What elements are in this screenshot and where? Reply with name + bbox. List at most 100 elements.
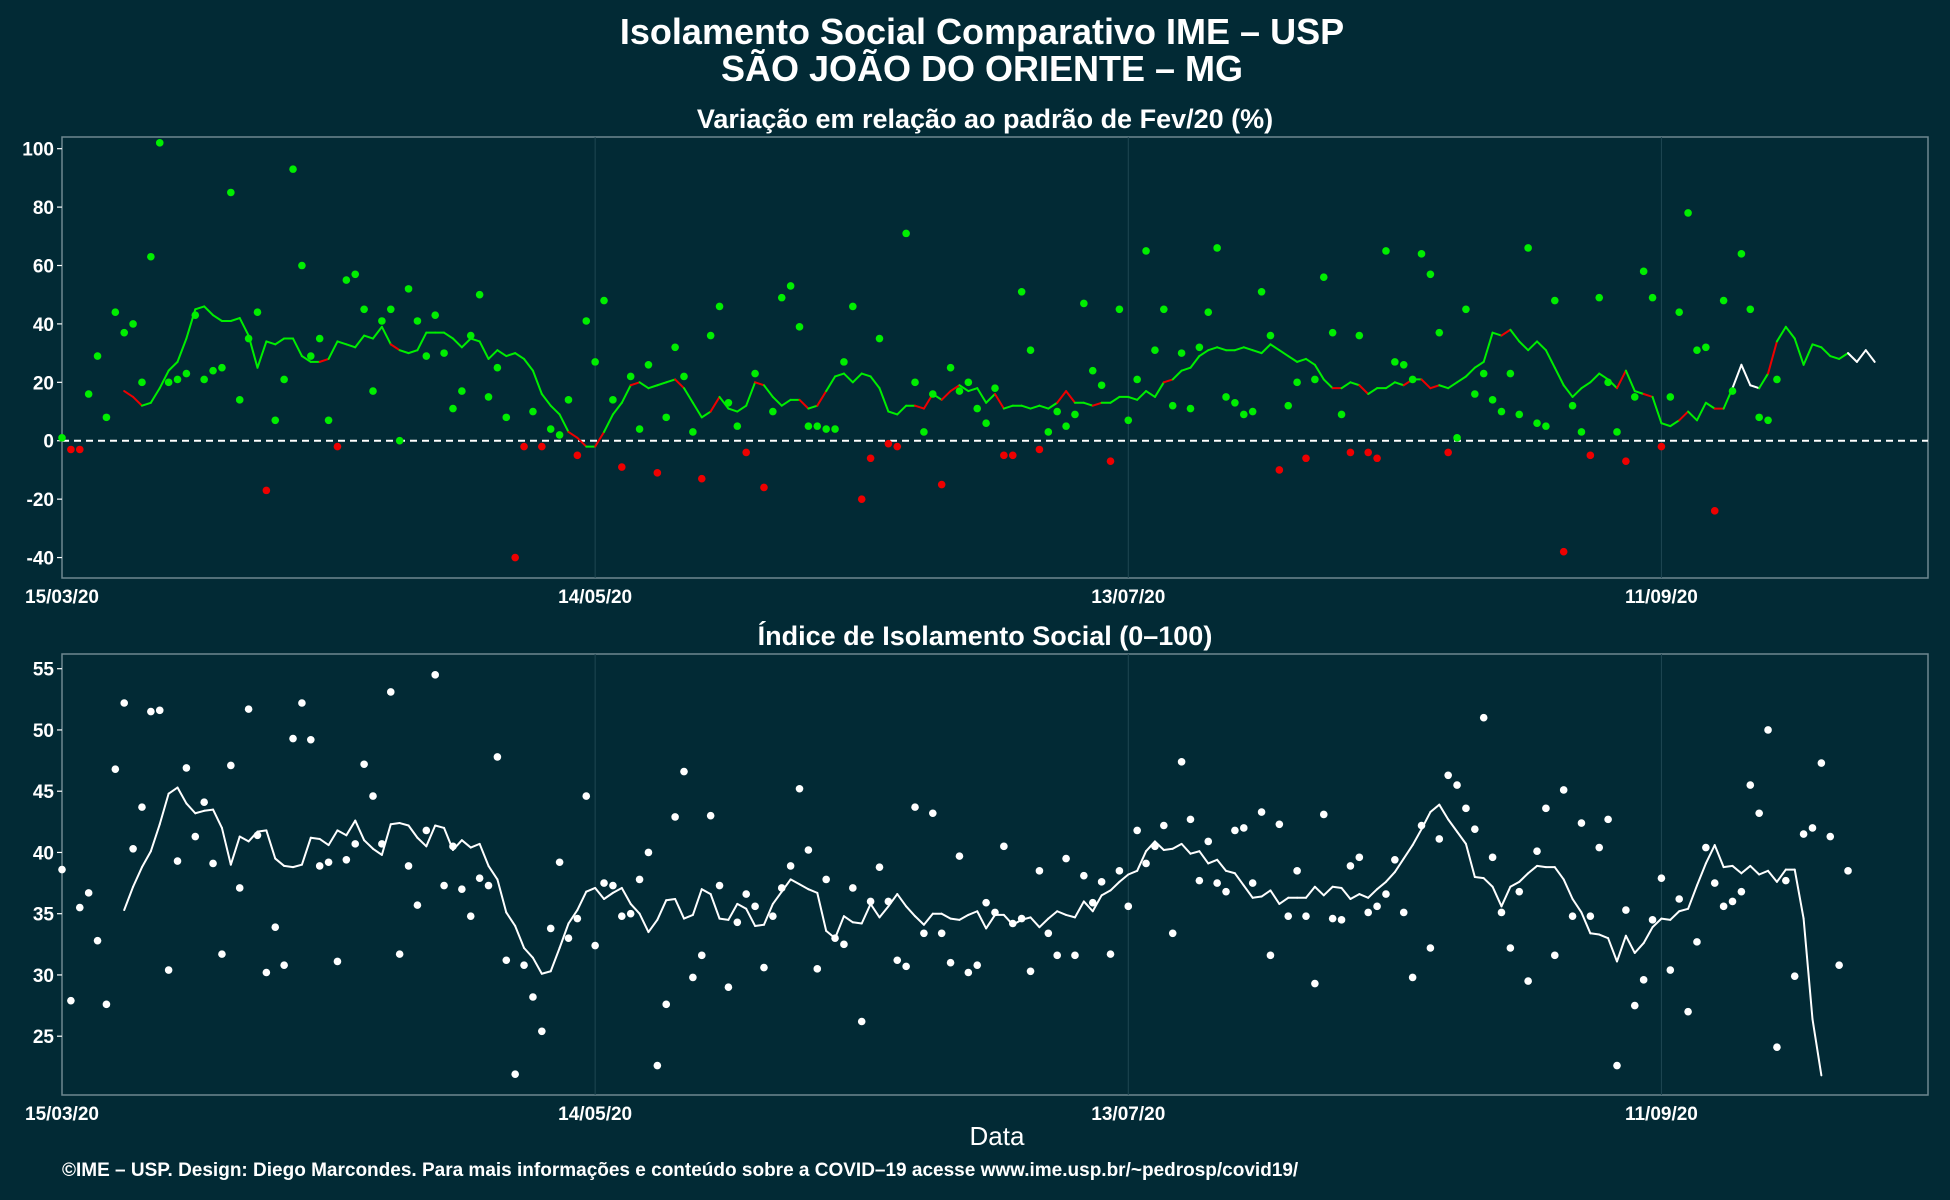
data-point	[564, 396, 573, 404]
data-point	[342, 856, 351, 864]
average-segment	[416, 331, 428, 352]
data-point	[386, 305, 395, 314]
data-point	[733, 918, 742, 927]
data-point	[1471, 390, 1479, 398]
data-point	[697, 474, 706, 483]
average-segment	[745, 907, 757, 927]
data-point	[253, 831, 262, 840]
data-point	[635, 425, 644, 433]
data-point	[1337, 410, 1346, 419]
average-segment	[1047, 910, 1059, 920]
data-point	[689, 973, 697, 982]
average-segment	[1109, 880, 1121, 892]
average-segment	[1251, 349, 1263, 355]
average-segment	[1749, 864, 1761, 876]
average-segment	[940, 390, 952, 401]
average-segment	[718, 395, 730, 410]
data-point	[209, 859, 217, 868]
data-point	[280, 375, 288, 384]
data-point	[1062, 422, 1070, 430]
data-point	[1826, 832, 1835, 841]
data-point	[893, 442, 902, 451]
average-segment	[1651, 917, 1663, 929]
average-segment	[638, 912, 650, 934]
data-point	[1568, 401, 1577, 410]
average-segment	[878, 905, 890, 919]
average-segment	[1082, 900, 1094, 913]
data-point	[795, 323, 804, 331]
data-point	[1044, 428, 1053, 436]
average-segment	[985, 393, 996, 404]
data-point	[582, 792, 591, 800]
data-point	[1657, 874, 1666, 882]
data-point	[511, 1070, 519, 1078]
average-segment	[869, 902, 881, 919]
data-point	[991, 908, 999, 917]
average-segment	[789, 878, 801, 886]
data-point	[1728, 387, 1737, 395]
data-point	[609, 881, 617, 890]
data-point	[395, 950, 404, 958]
data-point	[742, 448, 750, 457]
data-point	[875, 863, 884, 871]
data-point	[1755, 809, 1763, 818]
average-segment	[576, 436, 588, 448]
data-point	[857, 495, 866, 503]
average-segment	[736, 902, 748, 910]
average-segment	[1393, 381, 1405, 387]
data-point	[1435, 328, 1444, 337]
data-point	[351, 840, 360, 848]
data-point	[129, 844, 137, 853]
data-point	[262, 968, 271, 977]
data-point	[1604, 815, 1612, 824]
average-segment	[1216, 346, 1228, 352]
data-point	[1275, 466, 1284, 474]
average-segment	[1775, 325, 1787, 343]
average-segment	[1225, 869, 1236, 875]
average-segment	[149, 387, 161, 404]
data-point	[422, 352, 431, 360]
data-point	[1524, 977, 1532, 985]
average-segment	[1331, 885, 1343, 889]
average-segment	[851, 372, 863, 384]
data-point	[946, 363, 955, 372]
average-segment	[1029, 916, 1041, 929]
average-segment	[398, 349, 410, 355]
data-point	[1151, 346, 1159, 354]
data-point	[1195, 876, 1204, 885]
data-point	[1462, 305, 1470, 314]
data-point	[431, 311, 440, 319]
data-point	[644, 848, 653, 857]
data-point	[555, 858, 564, 867]
data-point	[1008, 451, 1017, 460]
data-point	[218, 950, 226, 958]
data-point	[200, 798, 208, 807]
data-point	[893, 956, 902, 965]
average-segment	[620, 384, 632, 404]
data-point	[1133, 375, 1141, 384]
data-point	[795, 784, 804, 793]
average-segment	[1073, 900, 1085, 919]
average-segment	[816, 390, 828, 407]
average-segment	[1429, 384, 1441, 390]
data-point	[680, 372, 688, 381]
average-segment	[1473, 360, 1485, 369]
average-segment	[914, 915, 925, 926]
average-segment	[318, 357, 330, 363]
average-segment	[807, 404, 819, 410]
average-segment	[1838, 352, 1850, 360]
average-segment	[745, 381, 757, 407]
data-point	[1062, 854, 1070, 863]
average-segment	[1278, 896, 1290, 905]
data-point	[93, 936, 102, 945]
data-point	[1088, 898, 1097, 907]
average-segment	[1793, 337, 1805, 366]
data-point	[1844, 867, 1852, 875]
data-point	[1773, 375, 1781, 384]
average-segment	[1118, 873, 1130, 883]
data-point	[360, 305, 368, 314]
x-tick-label: 11/09/20	[1625, 587, 1698, 608]
data-point	[404, 862, 413, 870]
data-point	[1337, 916, 1346, 924]
